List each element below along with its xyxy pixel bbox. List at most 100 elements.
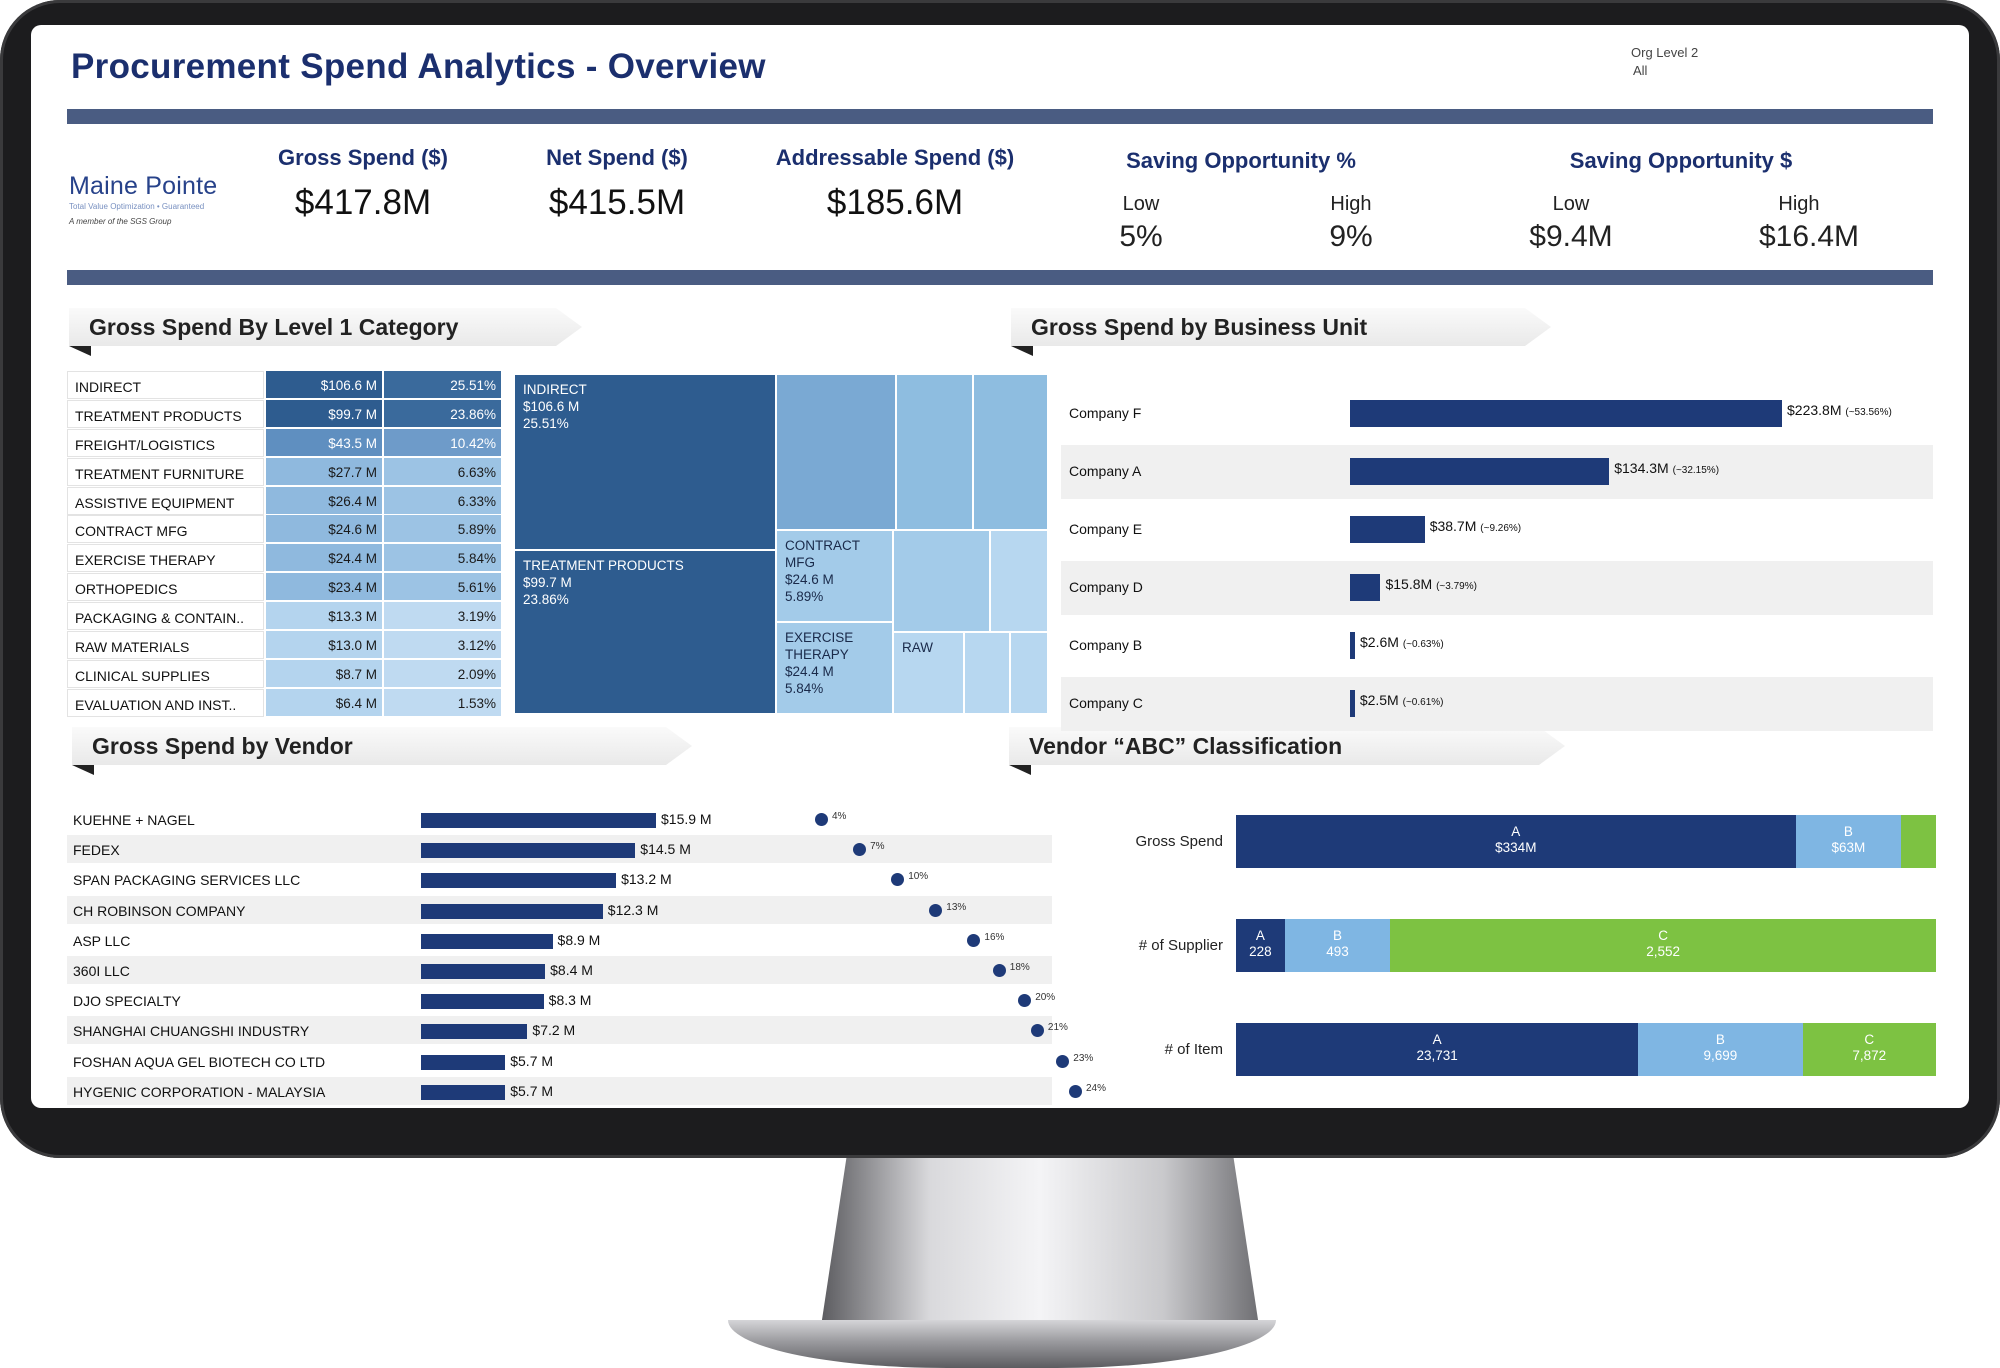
vendor-cumulative-dot[interactable] <box>1018 994 1032 1008</box>
vendor-amount: $5.7 M <box>510 1082 554 1099</box>
vendor-bar[interactable] <box>421 873 617 889</box>
business-unit-bar[interactable] <box>1350 516 1425 543</box>
category-amount: $13.0 M <box>266 631 382 660</box>
category-row[interactable]: ASSISTIVE EQUIPMENT $26.4 M 6.33% <box>67 486 501 516</box>
vendor-bar[interactable] <box>421 1084 506 1100</box>
saving-usd-low-label: Low <box>1552 193 1590 215</box>
abc-segment-class: B <box>1715 1032 1725 1047</box>
abc-segment-b[interactable]: B 493 <box>1284 919 1391 972</box>
abc-segment-value: 23,731 <box>1416 1048 1458 1063</box>
business-unit-row[interactable]: Company A $134.3M (~32.15%) <box>1061 445 1933 499</box>
treemap-cell[interactable] <box>964 632 1010 714</box>
category-name: EXERCISE THERAPY <box>67 544 264 573</box>
vendor-row[interactable]: 360I LLC $8.4 M 18% <box>67 956 1052 984</box>
business-unit-row[interactable]: Company B $2.6M (~0.63%) <box>1061 619 1933 673</box>
vendor-bar[interactable] <box>421 1024 528 1040</box>
org-level-filter-value[interactable]: All <box>1633 63 1648 78</box>
vendor-row[interactable]: KUEHNE + NAGEL $15.9 M 4% <box>67 805 1052 833</box>
vendor-amount: $13.2 M <box>621 871 672 888</box>
category-row[interactable]: EVALUATION AND INST.. $6.4 M 1.53% <box>67 688 501 718</box>
treemap-cell[interactable]: INDIRECT $106.6 M 25.51% <box>514 374 776 550</box>
vendor-bar[interactable] <box>421 964 546 979</box>
treemap-cell[interactable] <box>973 374 1048 530</box>
category-name: FREIGHT/LOGISTICS <box>67 428 264 457</box>
category-name: RAW MATERIALS <box>67 631 264 660</box>
treemap-cell[interactable] <box>893 530 990 632</box>
vendor-cumulative-dot[interactable] <box>929 903 943 917</box>
category-percent: 23.86% <box>384 399 501 428</box>
category-row[interactable]: INDIRECT $106.6 M 25.51% <box>67 371 501 400</box>
vendor-cumulative-dot[interactable] <box>967 933 981 947</box>
vendor-row[interactable]: DJO SPECIALTY $8.3 M 20% <box>67 986 1055 1014</box>
vendor-cumulative-dot[interactable] <box>891 873 905 887</box>
business-unit-value-label: $2.5M (~0.61%) <box>1360 692 1444 708</box>
abc-segment-a[interactable]: A 228 <box>1236 919 1285 972</box>
vendor-row[interactable]: CH ROBINSON COMPANY $12.3 M 13% <box>67 895 1052 924</box>
vendor-row[interactable]: HYGENIC CORPORATION - MALAYSIA $5.7 M 24% <box>67 1076 1106 1105</box>
vendor-row[interactable]: ASP LLC $8.9 M 16% <box>67 926 1052 954</box>
category-row[interactable]: PACKAGING & CONTAIN.. $13.3 M 3.19% <box>67 602 501 631</box>
category-row[interactable]: CONTRACT MFG $24.6 M 5.89% <box>67 515 501 544</box>
treemap-cell[interactable]: EXERCISE THERAPY $24.4 M 5.84% <box>776 622 893 714</box>
vendor-cumulative-dot[interactable] <box>853 843 867 857</box>
category-row[interactable]: RAW MATERIALS $13.0 M 3.12% <box>67 631 501 660</box>
vendor-cumulative-dot[interactable] <box>1069 1084 1082 1098</box>
vendor-row[interactable]: SPAN PACKAGING SERVICES LLC $13.2 M 10% <box>67 865 1052 893</box>
business-unit-name: Company B <box>1069 637 1143 653</box>
vendor-cumulative-label: 13% <box>946 901 967 913</box>
abc-segment-class: B <box>1843 824 1853 839</box>
business-unit-share: (~0.61%) <box>1402 697 1444 708</box>
treemap-cell[interactable] <box>776 374 896 530</box>
category-row[interactable]: EXERCISE THERAPY $24.4 M 5.84% <box>67 544 501 573</box>
business-unit-bar[interactable] <box>1350 574 1381 601</box>
treemap-cell[interactable]: RAW <box>893 632 964 714</box>
treemap-cell[interactable] <box>896 374 973 530</box>
abc-segment-a[interactable]: A $334M <box>1236 815 1796 868</box>
abc-segment-a[interactable]: A 23,731 <box>1236 1023 1639 1076</box>
business-unit-bar[interactable] <box>1350 400 1782 427</box>
vendor-row[interactable]: FEDEX $14.5 M 7% <box>67 835 1052 864</box>
category-row[interactable]: FREIGHT/LOGISTICS $43.5 M 10.42% <box>67 428 501 458</box>
abc-stacked-bar: A $334M B $63M <box>1236 815 1936 868</box>
vendor-row[interactable]: FOSHAN AQUA GEL BIOTECH CO LTD $5.7 M 23% <box>67 1047 1093 1075</box>
vendor-cumulative-dot[interactable] <box>1056 1054 1070 1068</box>
business-unit-row[interactable]: Company C $2.5M (~0.61%) <box>1061 677 1933 731</box>
category-row[interactable]: TREATMENT PRODUCTS $99.7 M 23.86% <box>67 399 501 429</box>
gross-spend-value: $417.8M <box>294 183 432 222</box>
business-unit-row[interactable]: Company D $15.8M (~3.79%) <box>1061 561 1933 615</box>
vendor-bar[interactable] <box>421 903 603 919</box>
business-unit-bar[interactable] <box>1350 632 1356 659</box>
vendor-row[interactable]: SHANGHAI CHUANGSHI INDUSTRY $7.2 M 21% <box>67 1016 1068 1045</box>
category-row[interactable]: TREATMENT FURNITURE $27.7 M 6.63% <box>67 457 501 487</box>
category-treemap: INDIRECT $106.6 M 25.51% TREATMENT PRODUC… <box>514 374 1048 714</box>
business-unit-bar[interactable] <box>1350 690 1355 717</box>
treemap-cell[interactable] <box>990 530 1048 632</box>
business-unit-bar[interactable] <box>1350 458 1610 485</box>
vendor-bar[interactable] <box>421 843 636 859</box>
abc-segment-b[interactable]: B 9,699 <box>1638 1023 1803 1076</box>
business-unit-row[interactable]: Company E $38.7M (~9.26%) <box>1061 503 1933 557</box>
category-percent: 6.63% <box>384 457 501 486</box>
business-unit-row[interactable]: Company F $223.8M (~53.56%) <box>1061 387 1933 441</box>
category-row[interactable]: CLINICAL SUPPLIES $8.7 M 2.09% <box>67 659 501 689</box>
category-row[interactable]: ORTHOPEDICS $23.4 M 5.61% <box>67 573 501 602</box>
vendor-bar[interactable] <box>421 1054 506 1070</box>
treemap-cell[interactable]: CONTRACT MFG $24.6 M 5.89% <box>776 530 893 622</box>
abc-segment-c[interactable]: C 7,872 <box>1802 1023 1936 1076</box>
abc-segment-c[interactable] <box>1901 815 1936 868</box>
abc-segment-b[interactable]: B $63M <box>1795 815 1902 868</box>
vendor-bar[interactable] <box>421 933 553 949</box>
abc-segment-value: $334M <box>1495 840 1537 855</box>
vendor-cumulative-dot[interactable] <box>992 964 1006 977</box>
category-amount: $26.4 M <box>266 486 382 515</box>
treemap-cell[interactable] <box>1010 632 1048 714</box>
treemap-cell[interactable]: TREATMENT PRODUCTS $99.7 M 23.86% <box>514 550 776 714</box>
section-header-vendor: Gross Spend by Vendor <box>72 727 692 765</box>
abc-segment-c[interactable]: C 2,552 <box>1390 919 1936 972</box>
section-header-business-unit: Gross Spend by Business Unit <box>1011 308 1551 346</box>
dashboard-screen: Procurement Spend Analytics - Overview O… <box>31 25 1969 1108</box>
vendor-bar[interactable] <box>421 813 656 828</box>
vendor-cumulative-dot[interactable] <box>815 813 828 826</box>
vendor-cumulative-dot[interactable] <box>1030 1024 1044 1038</box>
vendor-bar[interactable] <box>421 994 544 1010</box>
